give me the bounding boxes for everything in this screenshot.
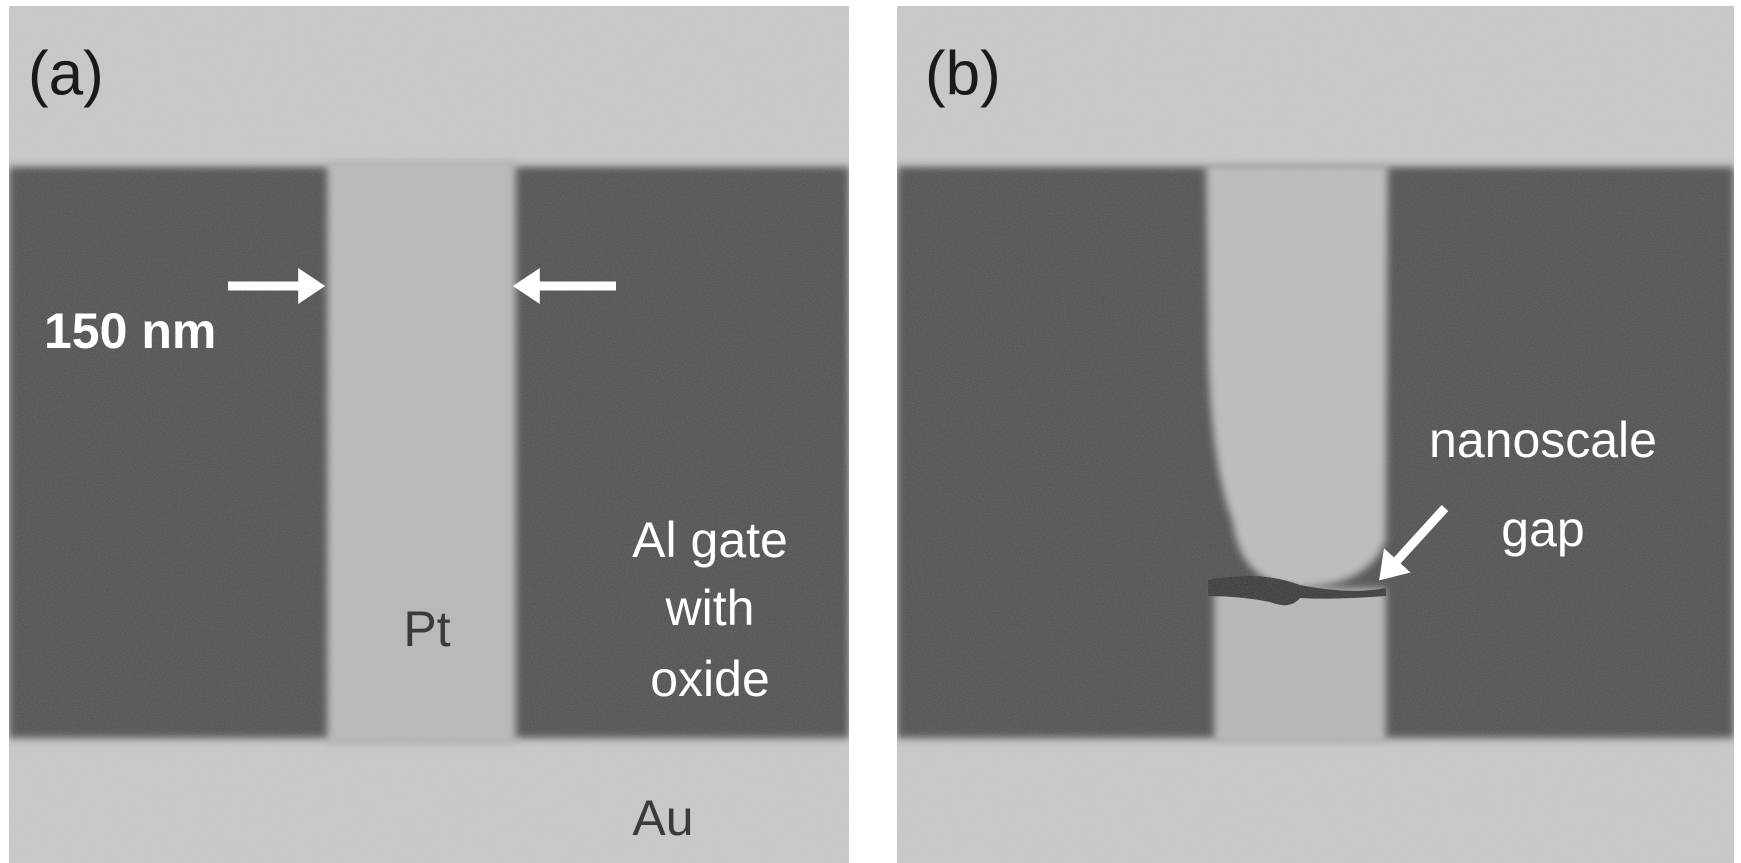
- panel-label: (a): [28, 39, 104, 108]
- gate-label: Al gate: [632, 512, 788, 568]
- micrograph-a: [9, 6, 849, 863]
- gate-label: oxide: [650, 651, 770, 707]
- electrode-label: Au: [632, 790, 693, 846]
- gap-label: nanoscale: [1429, 412, 1657, 468]
- panel-b: (b) nanoscale gap: [897, 6, 1734, 863]
- panel-a: (a) 150 nm Pt Al gate with oxide Au: [9, 6, 849, 863]
- gate-label: with: [665, 580, 755, 636]
- gap-label: gap: [1501, 501, 1584, 557]
- scale-label: 150 nm: [44, 303, 216, 359]
- panel-label: (b): [925, 39, 1001, 108]
- wire-label: Pt: [403, 601, 450, 657]
- figure: (a) 150 nm Pt Al gate with oxide Au (b) …: [0, 0, 1741, 863]
